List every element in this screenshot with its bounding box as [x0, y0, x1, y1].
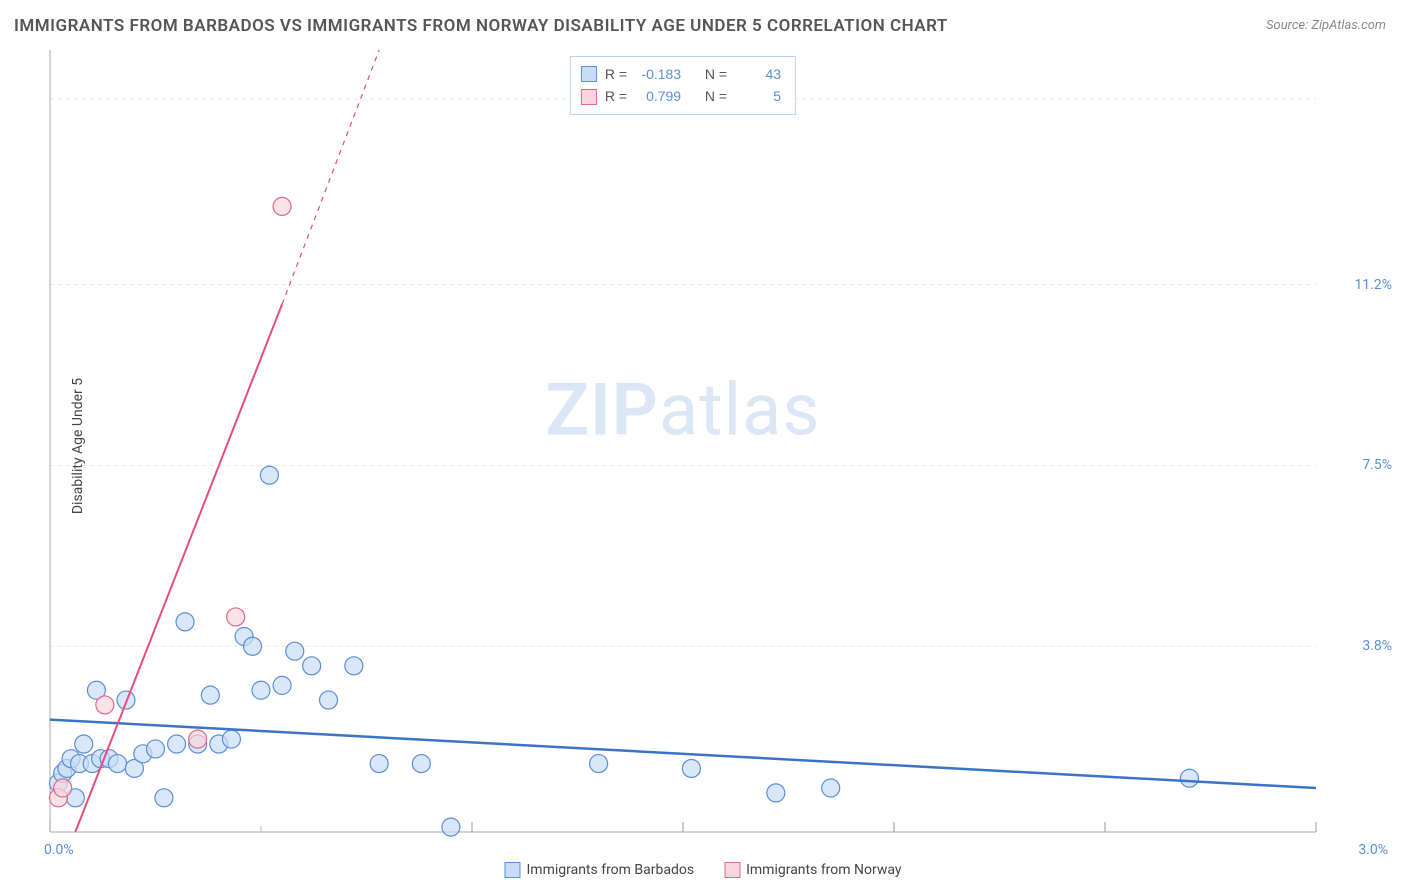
r-value: 0.799 — [635, 85, 681, 107]
n-label: N = — [705, 63, 727, 85]
legend-stat-row: R = -0.183 N = 43 — [581, 63, 781, 85]
series-legend: Immigrants from Barbados Immigrants from … — [504, 862, 901, 878]
legend-swatch — [724, 862, 740, 878]
x-tick-label: 0.0% — [44, 842, 74, 858]
r-value: -0.183 — [635, 63, 681, 85]
legend-label: Immigrants from Norway — [746, 862, 901, 878]
legend-item: Immigrants from Barbados — [504, 862, 694, 878]
n-value: 5 — [735, 85, 781, 107]
r-label: R = — [605, 85, 627, 107]
y-tick-label: 7.5% — [1362, 457, 1392, 473]
y-tick-label: 11.2% — [1354, 277, 1392, 293]
chart-title: IMMIGRANTS FROM BARBADOS VS IMMIGRANTS F… — [14, 16, 948, 36]
y-axis-label: Disability Age Under 5 — [70, 378, 86, 514]
n-label: N = — [705, 85, 727, 107]
r-label: R = — [605, 63, 627, 85]
correlation-legend: R = -0.183 N = 43 R = 0.799 N = 5 — [570, 56, 796, 115]
x-tick-label: 3.0% — [1358, 842, 1388, 858]
legend-item: Immigrants from Norway — [724, 862, 901, 878]
scatter-plot-svg — [50, 50, 1316, 832]
legend-swatch — [581, 66, 597, 82]
y-tick-label: 3.8% — [1362, 638, 1392, 654]
chart-area: ZIPatlas R =-0.183 N =43R =0.799 N =5 3.… — [50, 50, 1316, 832]
legend-label: Immigrants from Barbados — [526, 862, 694, 878]
legend-stat-row: R = 0.799 N = 5 — [581, 85, 781, 107]
source-attribution: Source: ZipAtlas.com — [1266, 18, 1386, 33]
legend-swatch — [504, 862, 520, 878]
n-value: 43 — [735, 63, 781, 85]
legend-swatch — [581, 89, 597, 105]
